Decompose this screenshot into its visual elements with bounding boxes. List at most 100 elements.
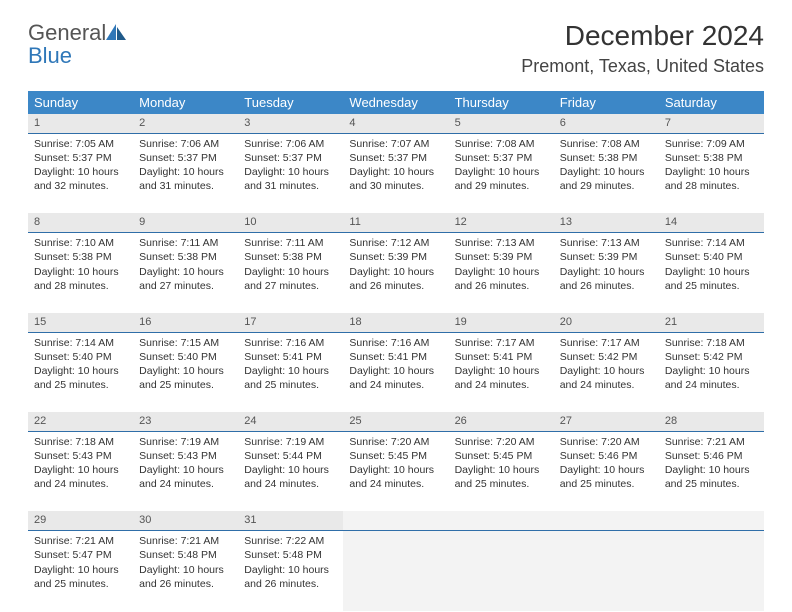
weekday-header: Tuesday [238, 91, 343, 114]
day-content-cell: Sunrise: 7:06 AMSunset: 5:37 PMDaylight:… [133, 133, 238, 213]
sunset-text: Sunset: 5:42 PM [560, 350, 653, 364]
daylight-text-2: and 30 minutes. [349, 179, 442, 193]
day-number-cell: 17 [238, 313, 343, 332]
sunrise-text: Sunrise: 7:16 AM [244, 336, 337, 350]
logo: General Blue [28, 20, 128, 67]
day-content-cell: Sunrise: 7:19 AMSunset: 5:43 PMDaylight:… [133, 431, 238, 511]
day-content-cell: Sunrise: 7:12 AMSunset: 5:39 PMDaylight:… [343, 233, 448, 313]
daylight-text-1: Daylight: 10 hours [455, 265, 548, 279]
day-content-cell [554, 531, 659, 611]
sunset-text: Sunset: 5:45 PM [455, 449, 548, 463]
day-content-cell: Sunrise: 7:18 AMSunset: 5:42 PMDaylight:… [659, 332, 764, 412]
day-content-cell: Sunrise: 7:14 AMSunset: 5:40 PMDaylight:… [28, 332, 133, 412]
sunset-text: Sunset: 5:46 PM [560, 449, 653, 463]
daylight-text-1: Daylight: 10 hours [560, 265, 653, 279]
day-number-cell: 26 [449, 412, 554, 431]
day-content-cell: Sunrise: 7:13 AMSunset: 5:39 PMDaylight:… [554, 233, 659, 313]
sunset-text: Sunset: 5:41 PM [455, 350, 548, 364]
daylight-text-2: and 31 minutes. [139, 179, 232, 193]
day-number-cell: 11 [343, 213, 448, 232]
day-number-cell: 29 [28, 511, 133, 530]
daylight-text-1: Daylight: 10 hours [34, 364, 127, 378]
day-number-cell: 31 [238, 511, 343, 530]
day-number-cell: 16 [133, 313, 238, 332]
daylight-text-1: Daylight: 10 hours [665, 364, 758, 378]
day-content-row: Sunrise: 7:05 AMSunset: 5:37 PMDaylight:… [28, 133, 764, 213]
daylight-text-2: and 26 minutes. [244, 577, 337, 591]
sunrise-text: Sunrise: 7:14 AM [34, 336, 127, 350]
sunrise-text: Sunrise: 7:13 AM [560, 236, 653, 250]
daylight-text-1: Daylight: 10 hours [560, 165, 653, 179]
day-number-cell: 21 [659, 313, 764, 332]
daylight-text-1: Daylight: 10 hours [560, 364, 653, 378]
sunset-text: Sunset: 5:48 PM [244, 548, 337, 562]
daylight-text-1: Daylight: 10 hours [665, 265, 758, 279]
logo-word-blue: Blue [28, 43, 72, 68]
daylight-text-1: Daylight: 10 hours [139, 265, 232, 279]
day-number-cell: 24 [238, 412, 343, 431]
daylight-text-2: and 24 minutes. [665, 378, 758, 392]
daylight-text-2: and 25 minutes. [34, 577, 127, 591]
sunrise-text: Sunrise: 7:12 AM [349, 236, 442, 250]
daylight-text-1: Daylight: 10 hours [139, 364, 232, 378]
sunset-text: Sunset: 5:43 PM [139, 449, 232, 463]
day-content-cell [343, 531, 448, 611]
day-number-cell [449, 511, 554, 530]
sunrise-text: Sunrise: 7:05 AM [34, 137, 127, 151]
day-number-row: 1234567 [28, 114, 764, 133]
day-number-cell: 10 [238, 213, 343, 232]
sunrise-text: Sunrise: 7:19 AM [139, 435, 232, 449]
daylight-text-2: and 25 minutes. [244, 378, 337, 392]
day-content-cell: Sunrise: 7:08 AMSunset: 5:37 PMDaylight:… [449, 133, 554, 213]
daylight-text-2: and 26 minutes. [455, 279, 548, 293]
daylight-text-1: Daylight: 10 hours [349, 463, 442, 477]
daylight-text-1: Daylight: 10 hours [34, 463, 127, 477]
daylight-text-2: and 25 minutes. [455, 477, 548, 491]
sunrise-text: Sunrise: 7:07 AM [349, 137, 442, 151]
sunrise-text: Sunrise: 7:13 AM [455, 236, 548, 250]
sunset-text: Sunset: 5:38 PM [244, 250, 337, 264]
daylight-text-1: Daylight: 10 hours [455, 463, 548, 477]
day-number-cell: 13 [554, 213, 659, 232]
day-content-cell: Sunrise: 7:21 AMSunset: 5:47 PMDaylight:… [28, 531, 133, 611]
day-number-row: 293031 [28, 511, 764, 530]
sunrise-text: Sunrise: 7:06 AM [139, 137, 232, 151]
day-number-cell: 30 [133, 511, 238, 530]
sunset-text: Sunset: 5:38 PM [34, 250, 127, 264]
sunrise-text: Sunrise: 7:08 AM [455, 137, 548, 151]
day-content-cell: Sunrise: 7:14 AMSunset: 5:40 PMDaylight:… [659, 233, 764, 313]
sunrise-text: Sunrise: 7:19 AM [244, 435, 337, 449]
daylight-text-2: and 27 minutes. [139, 279, 232, 293]
sunset-text: Sunset: 5:38 PM [665, 151, 758, 165]
daylight-text-2: and 24 minutes. [560, 378, 653, 392]
day-content-cell: Sunrise: 7:05 AMSunset: 5:37 PMDaylight:… [28, 133, 133, 213]
day-number-cell: 19 [449, 313, 554, 332]
daylight-text-1: Daylight: 10 hours [560, 463, 653, 477]
sunset-text: Sunset: 5:47 PM [34, 548, 127, 562]
daylight-text-2: and 25 minutes. [665, 477, 758, 491]
daylight-text-2: and 25 minutes. [139, 378, 232, 392]
day-content-cell: Sunrise: 7:13 AMSunset: 5:39 PMDaylight:… [449, 233, 554, 313]
day-number-cell: 23 [133, 412, 238, 431]
day-content-cell: Sunrise: 7:15 AMSunset: 5:40 PMDaylight:… [133, 332, 238, 412]
sunset-text: Sunset: 5:39 PM [560, 250, 653, 264]
sunset-text: Sunset: 5:39 PM [455, 250, 548, 264]
sunset-text: Sunset: 5:46 PM [665, 449, 758, 463]
daylight-text-2: and 26 minutes. [560, 279, 653, 293]
logo-text: General Blue [28, 20, 128, 67]
sunrise-text: Sunrise: 7:20 AM [455, 435, 548, 449]
daylight-text-1: Daylight: 10 hours [139, 165, 232, 179]
daylight-text-2: and 24 minutes. [244, 477, 337, 491]
daylight-text-1: Daylight: 10 hours [244, 463, 337, 477]
daylight-text-2: and 25 minutes. [560, 477, 653, 491]
day-number-cell: 9 [133, 213, 238, 232]
day-number-row: 15161718192021 [28, 313, 764, 332]
sunrise-text: Sunrise: 7:09 AM [665, 137, 758, 151]
day-number-cell: 25 [343, 412, 448, 431]
day-content-row: Sunrise: 7:14 AMSunset: 5:40 PMDaylight:… [28, 332, 764, 412]
day-content-cell: Sunrise: 7:21 AMSunset: 5:48 PMDaylight:… [133, 531, 238, 611]
day-number-cell: 6 [554, 114, 659, 133]
day-content-cell [659, 531, 764, 611]
sunrise-text: Sunrise: 7:20 AM [349, 435, 442, 449]
sunrise-text: Sunrise: 7:10 AM [34, 236, 127, 250]
